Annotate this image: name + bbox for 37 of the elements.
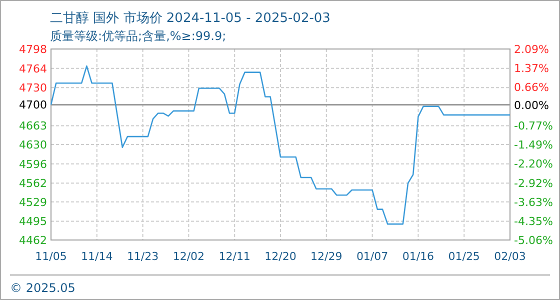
line-series: [50, 65, 511, 225]
y-tick-label: 4462: [19, 234, 47, 247]
x-tick-label: 01/16: [402, 250, 434, 263]
x-tick-label: 02/03: [494, 250, 526, 263]
y-tick-label: 4495: [19, 215, 47, 228]
x-tick-label: 12/02: [172, 250, 205, 263]
y-tick-label: 4700: [19, 98, 47, 112]
x-tick-label: 11/23: [126, 250, 159, 263]
y-tick-label: 4529: [19, 196, 47, 209]
y2-tick-label: -5.06%: [514, 234, 553, 247]
x-tick-label: 12/11: [218, 250, 250, 263]
y-tick-label: 4663: [19, 120, 47, 133]
y-tick-label: 4764: [19, 62, 47, 76]
y2-tick-label: 0.00%: [514, 98, 549, 112]
y2-tick-label: 1.37%: [514, 62, 549, 76]
y2-tick-label: -4.35%: [514, 215, 553, 228]
x-tick-label: 11/05: [35, 250, 67, 263]
x-tick-label: 11/14: [81, 250, 113, 263]
text: © 2025.05: [10, 281, 76, 295]
x-tick-label: 12/20: [264, 250, 296, 263]
chart-subtitle: 质量等级:优等品;含量,%≥:99.9;: [50, 29, 226, 43]
y-tick-label: 4562: [19, 177, 47, 190]
y-tick-label: 4596: [19, 158, 47, 171]
y2-tick-label: -0.77%: [514, 119, 553, 132]
x-tick-label: 01/25: [448, 250, 480, 263]
chart-title: 二甘醇 国外 市场价 2024-11-05 - 2025-02-03: [50, 11, 330, 26]
y2-tick-label: -2.92%: [514, 176, 553, 190]
y2-tick-label: 2.09%: [514, 43, 549, 56]
y2-tick-label: -3.63%: [514, 196, 553, 209]
y-tick-label: 4730: [19, 82, 47, 95]
y2-tick-label: -1.49%: [514, 138, 553, 152]
y-tick-label: 4798: [19, 43, 47, 56]
x-tick-label: 01/07: [356, 250, 388, 263]
y2-tick-label: 0.66%: [514, 81, 549, 94]
x-tick-label: 12/29: [310, 250, 342, 263]
y-tick-label: 4630: [19, 138, 47, 152]
y2-tick-label: -2.20%: [514, 158, 553, 171]
